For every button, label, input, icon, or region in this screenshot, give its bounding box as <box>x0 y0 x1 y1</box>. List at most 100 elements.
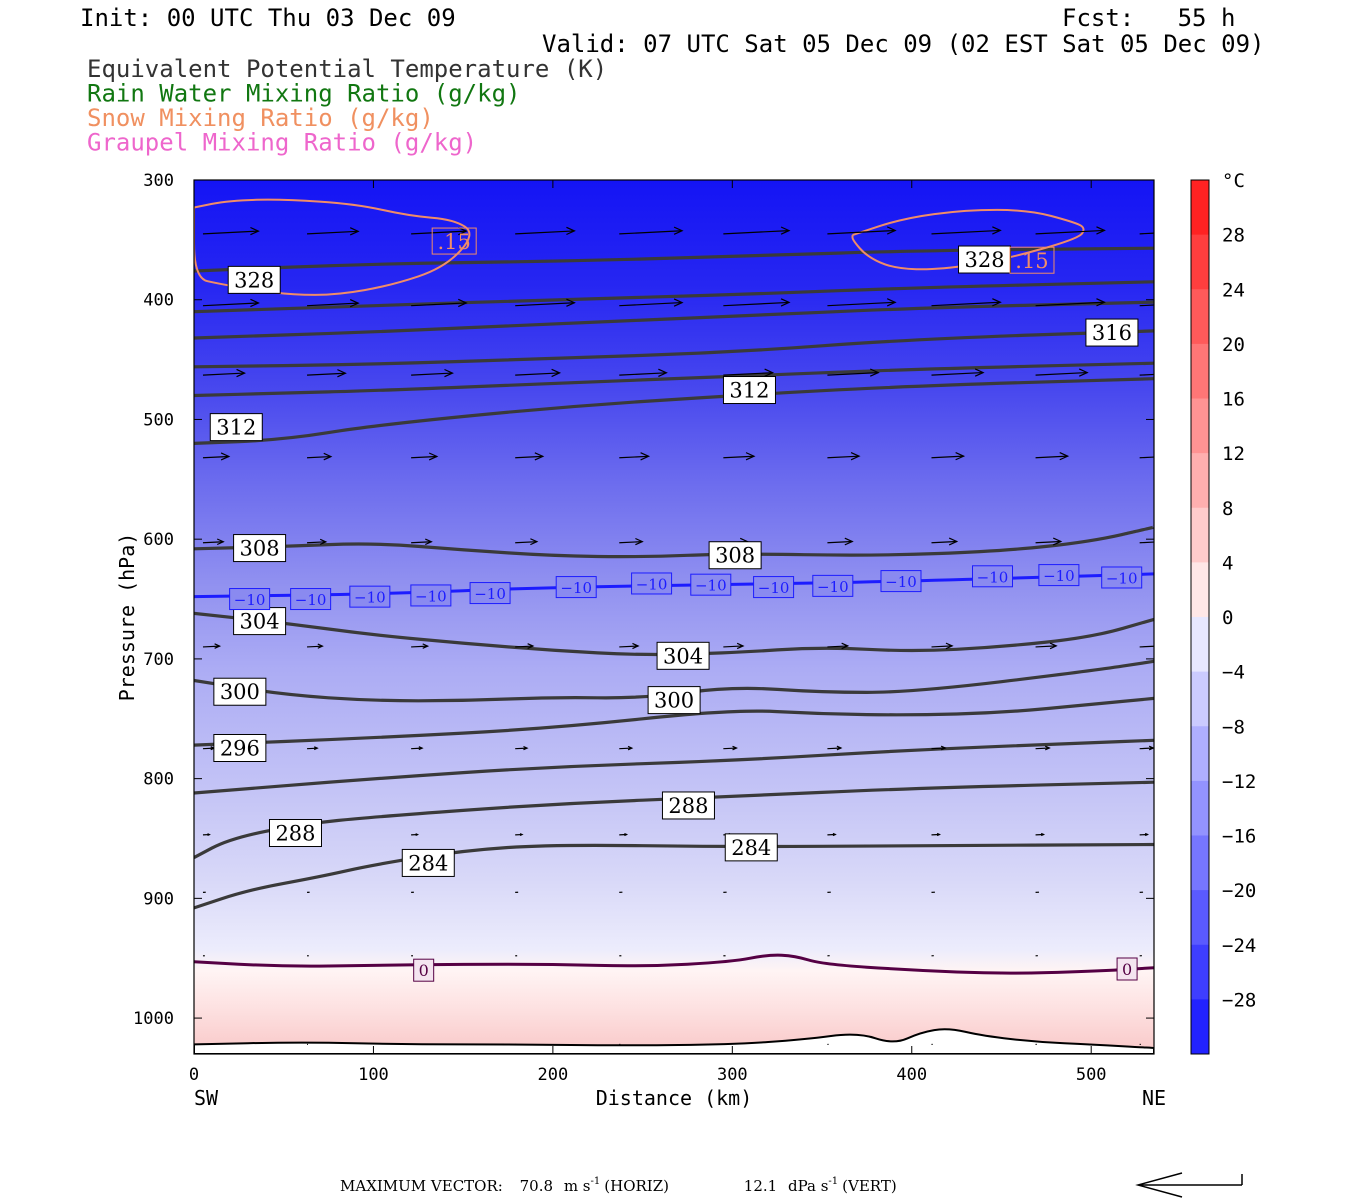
wind-vector <box>619 226 684 235</box>
colorbar-bin <box>1191 617 1209 673</box>
wind-vector <box>1035 226 1106 235</box>
wind-vector <box>619 832 629 837</box>
theta-e-label: 316 <box>1085 318 1139 347</box>
wind-vector <box>515 298 576 307</box>
colorbar-frame <box>1190 179 1210 1055</box>
theta-e-label: 288 <box>661 791 715 820</box>
wind-vector <box>202 226 260 236</box>
theta-e-label: 284 <box>724 833 778 862</box>
y-tick-label: 900 <box>143 889 174 909</box>
colorbar-label: −4 <box>1222 662 1245 684</box>
x-tick-label: 0 <box>189 1065 199 1085</box>
wind-vector <box>1035 298 1106 307</box>
wind-vector <box>202 833 211 836</box>
isotherm-label: −10 <box>812 574 854 597</box>
wind-vector <box>723 368 775 377</box>
svg-text:−10: −10 <box>1106 569 1138 587</box>
wind-vector <box>619 298 684 307</box>
wind-vector <box>1139 832 1150 837</box>
wind-vector <box>307 452 333 461</box>
wind-vector <box>1139 745 1154 751</box>
colorbar-bin <box>1191 289 1209 345</box>
init-time: Init: 00 UTC Thu 03 Dec 09 <box>80 4 456 32</box>
isotherm-label: −10 <box>349 585 391 608</box>
isotherm-label: −10 <box>290 588 332 611</box>
svg-text:.15: .15 <box>1015 249 1048 273</box>
svg-text:312: 312 <box>216 416 256 440</box>
wind-vector <box>931 226 1002 235</box>
wind-vector <box>827 226 897 235</box>
theta-e-contour <box>194 525 1154 559</box>
theta-e-label: 308 <box>708 541 762 570</box>
wind-vector <box>411 833 420 836</box>
x-tick-label: 300 <box>717 1065 748 1085</box>
wind-vector <box>307 643 324 649</box>
max-vector-arrow-icon <box>1135 1172 1243 1198</box>
wind-vector <box>202 368 247 378</box>
theta-e-label: 296 <box>213 734 267 763</box>
legend-entry: Rain Water Mixing Ratio (g/kg) <box>87 80 520 108</box>
wind-vector <box>827 452 861 461</box>
isotherm-label: 0 <box>413 958 435 982</box>
theta-e-contour <box>194 780 1154 860</box>
svg-text:304: 304 <box>663 644 703 668</box>
colorbar-label: −12 <box>1222 771 1256 793</box>
wind-vector <box>1035 642 1058 650</box>
svg-text:308: 308 <box>240 537 280 561</box>
theta-e-contour <box>194 696 1154 747</box>
svg-text:308: 308 <box>715 544 755 568</box>
max-vector-text: MAXIMUM VECTOR: 70.8 m s-1 (HORIZ) 12.1 d… <box>340 1176 897 1195</box>
wind-vector <box>827 745 843 751</box>
theta-e-label: 304 <box>233 607 287 636</box>
wind-vector <box>619 642 640 650</box>
colorbar-bin <box>1191 562 1209 618</box>
wind-vector <box>619 537 644 546</box>
wind-vector <box>411 643 430 649</box>
svg-text:−10: −10 <box>885 573 917 591</box>
svg-text:316: 316 <box>1092 321 1132 345</box>
wind-vector <box>515 452 545 461</box>
snow-label: .15 <box>1009 246 1055 274</box>
valid-time: Valid: 07 UTC Sat 05 Dec 09 (02 EST Sat … <box>542 30 1264 58</box>
wind-vector <box>723 226 791 235</box>
x-axis-label: Distance (km) <box>596 1086 753 1110</box>
wind-vector <box>1035 537 1063 546</box>
wind-vector <box>619 745 634 751</box>
svg-text:−10: −10 <box>234 591 266 609</box>
wind-vector <box>931 832 941 837</box>
wind-vector <box>827 537 854 546</box>
theta-e-label: 304 <box>656 641 710 670</box>
wind-vector <box>202 452 231 461</box>
x-tick-label: 500 <box>1076 1065 1107 1085</box>
theta-e-contour <box>194 329 1154 369</box>
wind-vector <box>1035 452 1070 461</box>
wind-vector <box>307 369 347 378</box>
wind-vector <box>827 832 837 837</box>
y-tick-label: 400 <box>143 291 174 311</box>
y-tick-label: 600 <box>143 530 174 550</box>
y-tick-label: 300 <box>143 171 174 191</box>
theta-e-contour <box>194 300 1154 340</box>
colorbar-bin <box>1191 780 1209 836</box>
theta-e-label: 328 <box>958 245 1012 274</box>
wind-vector <box>411 298 468 308</box>
legend-entry: Graupel Mixing Ratio (g/kg) <box>87 129 477 157</box>
svg-text:328: 328 <box>234 268 274 292</box>
theta-e-label: 308 <box>233 534 287 563</box>
svg-text:0: 0 <box>419 961 429 980</box>
svg-text:312: 312 <box>729 379 769 403</box>
wind-vector <box>411 226 468 236</box>
wind-vector <box>723 642 745 650</box>
wind-vector <box>619 368 668 377</box>
svg-text:288: 288 <box>668 794 708 818</box>
svg-text:.15: .15 <box>437 230 470 254</box>
wind-vector <box>723 298 791 307</box>
svg-text:300: 300 <box>654 689 694 713</box>
colorbar-label: −16 <box>1222 826 1256 848</box>
snow-contour <box>851 208 1085 271</box>
wind-vector <box>827 298 897 307</box>
wind-vector <box>1035 832 1046 837</box>
wind-vector <box>723 745 738 751</box>
wind-vector <box>1139 373 1154 376</box>
snow-contour <box>194 198 471 296</box>
